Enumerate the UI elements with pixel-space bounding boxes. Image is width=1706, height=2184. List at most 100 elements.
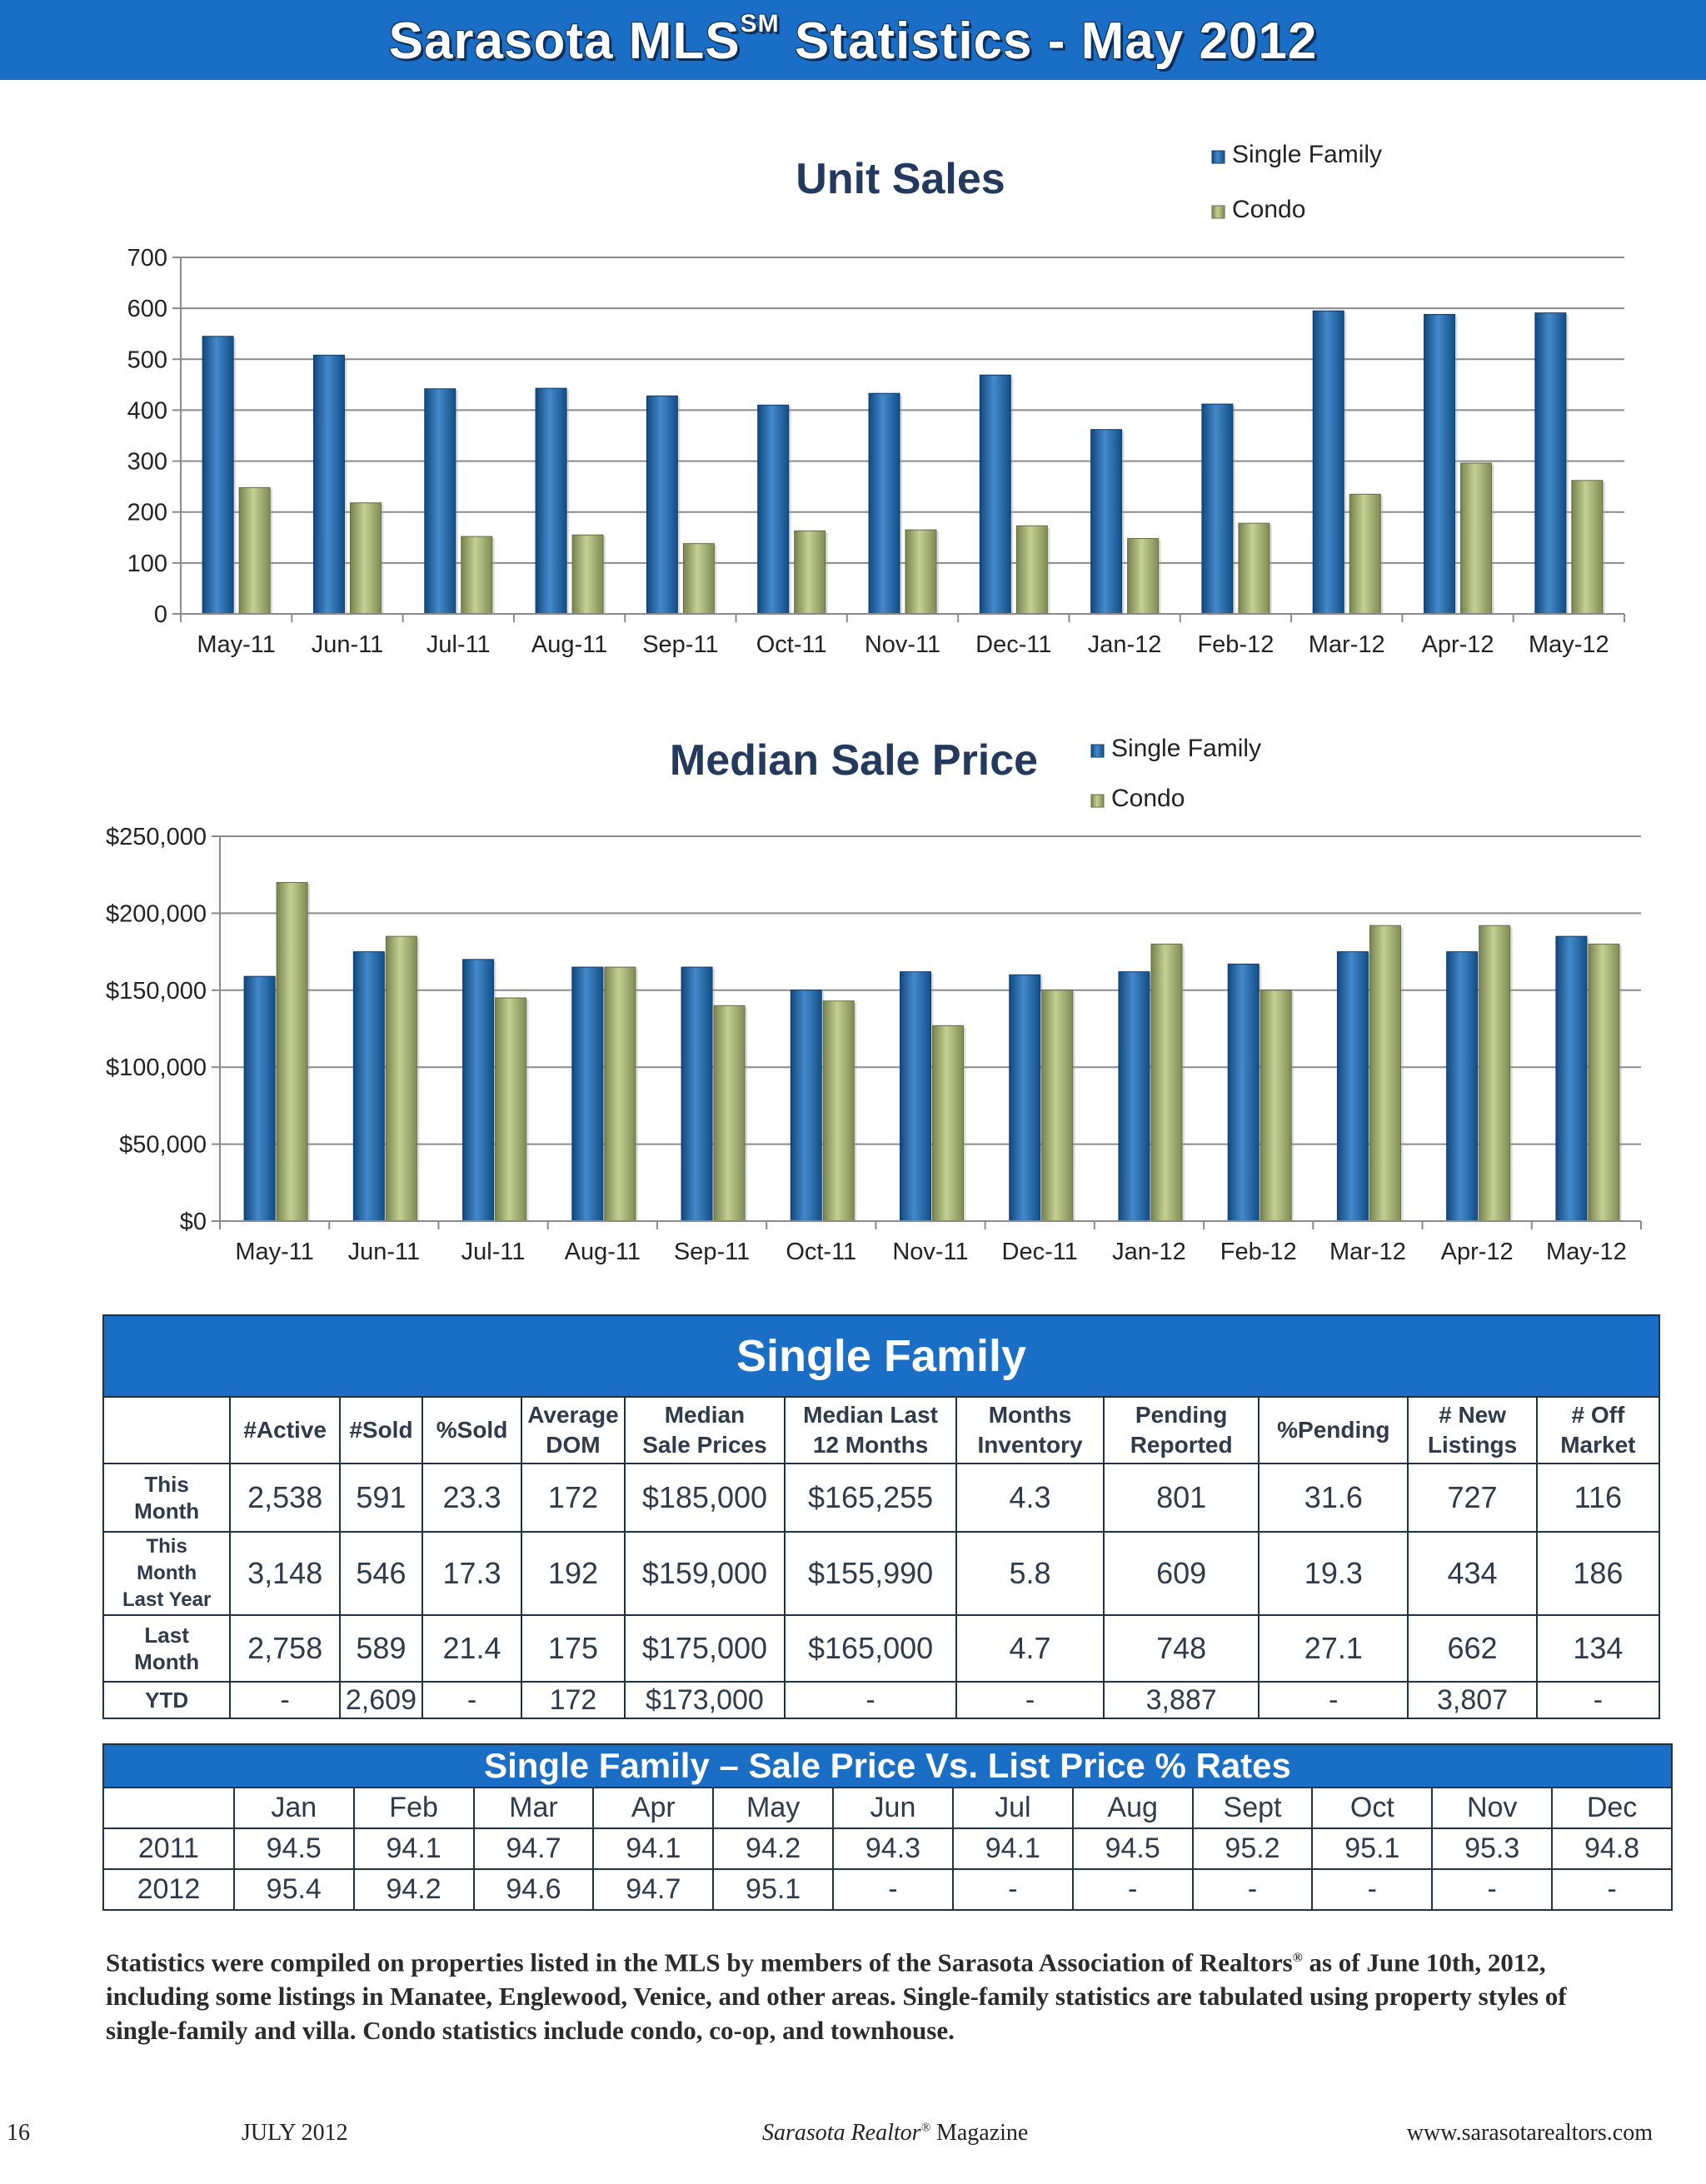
table-cell: - [421, 1681, 523, 1719]
table-cell: $175,000 [623, 1614, 786, 1683]
table-cell: 134 [1535, 1614, 1661, 1683]
x-tick-label: Jun-11 [312, 631, 384, 658]
table-cell: 589 [339, 1614, 423, 1683]
table-cell: - [1191, 1868, 1314, 1911]
y-tick-label: $50,000 [119, 1132, 207, 1159]
single-family-bar [1336, 951, 1369, 1222]
page-title: Sarasota MLSSM Statistics - May 2012 [388, 9, 1318, 70]
y-tick-label: $250,000 [106, 824, 207, 850]
table-cell: - [951, 1868, 1074, 1911]
table-cell: 27.1 [1258, 1614, 1409, 1683]
table-cell: 172 [521, 1681, 626, 1719]
table-cell: - [832, 1868, 954, 1911]
condo-bar [713, 1005, 746, 1222]
condo-bar [461, 536, 493, 615]
x-tick-label: Jul-11 [426, 631, 491, 658]
x-tick-label: Oct-11 [756, 631, 827, 658]
table-cell: 609 [1103, 1531, 1260, 1616]
month-header: Nov [1431, 1787, 1554, 1829]
x-tick-label: Jan-12 [1112, 1239, 1186, 1265]
x-tick-label: Apr-12 [1422, 631, 1494, 658]
condo-bar [1127, 538, 1160, 615]
single-family-bar [1118, 971, 1150, 1222]
y-tick-label: 600 [127, 296, 167, 322]
table-cell: 94.7 [592, 1868, 715, 1911]
y-tick-label: 500 [127, 347, 167, 373]
table-cell: - [1535, 1681, 1661, 1719]
legend-label: Single Family [1232, 141, 1382, 168]
condo-bar [1349, 493, 1381, 615]
condo-bar [238, 486, 271, 615]
y-tick-label: 700 [127, 245, 167, 272]
table-cell: 94.8 [1551, 1827, 1673, 1870]
row-label: Last Month [102, 1614, 232, 1683]
single-family-bar [243, 975, 276, 1222]
median-sale-price-chart: $0 $50,000 $100,000 $150,000 $200,000 $250,00… [0, 733, 1706, 1283]
table-title-row: Single Family – Sale Price Vs. List Pric… [102, 1743, 1673, 1788]
table-cell: 94.6 [472, 1868, 595, 1911]
table-cell: 94.2 [712, 1827, 835, 1870]
single-family-bar [979, 374, 1011, 615]
month-header: Aug [1071, 1787, 1194, 1829]
table-cell: 94.5 [1071, 1827, 1194, 1870]
table-cell: 94.1 [592, 1827, 715, 1870]
table-cell: 2,538 [229, 1463, 342, 1533]
table-cell: 2,609 [339, 1681, 423, 1719]
single-family-bar [535, 387, 567, 615]
x-tick-label: Jun-11 [348, 1239, 421, 1265]
legend-label: Condo [1111, 785, 1185, 812]
condo-bar [822, 1000, 855, 1222]
legend-label: Single Family [1111, 735, 1261, 762]
table-cell: 19.3 [1258, 1531, 1409, 1616]
table-cell: 31.6 [1258, 1463, 1409, 1533]
column-header: Pending Reported [1103, 1396, 1260, 1464]
table-cell: 546 [339, 1531, 423, 1616]
column-header: Months Inventory [955, 1396, 1105, 1464]
table-cell: 95.1 [712, 1868, 835, 1911]
table-cell: - [784, 1681, 957, 1719]
table-title-row: Single Family [102, 1314, 1660, 1398]
table-cell: $185,000 [623, 1463, 786, 1533]
x-tick-label: Sep-11 [674, 1239, 750, 1265]
condo-bar [1369, 925, 1401, 1222]
x-tick-label: Dec-11 [1002, 1239, 1078, 1265]
table-cell: 95.2 [1191, 1827, 1314, 1870]
table-cell: $165,255 [784, 1463, 957, 1533]
table-cell: - [1071, 1868, 1194, 1911]
y-tick-label: $100,000 [106, 1055, 207, 1081]
table-cell: - [955, 1681, 1105, 1719]
y-tick-label: 100 [127, 551, 167, 577]
month-header: Apr [592, 1787, 715, 1829]
table-cell: 21.4 [421, 1614, 523, 1683]
table-cell: $173,000 [623, 1681, 786, 1719]
single-family-bar [646, 395, 678, 615]
table-cell: 17.3 [421, 1531, 523, 1616]
condo-bar [1571, 480, 1604, 615]
y-tick-label: $200,000 [106, 900, 207, 927]
table-cell: 175 [521, 1614, 626, 1683]
table-row: 2012 95.4 94.2 94.6 94.7 95.1- - - - - - - [102, 1868, 1673, 1911]
table-cell: 434 [1407, 1531, 1538, 1616]
single-family-bar [424, 388, 456, 615]
row-label: This Month Last Year [102, 1531, 232, 1616]
month-header: Mar [472, 1787, 595, 1829]
x-tick-label: May-11 [197, 631, 276, 658]
single-family-bar [681, 966, 713, 1222]
month-header: Jul [951, 1787, 1074, 1829]
table-cell: 186 [1535, 1531, 1661, 1616]
table-cell: 3,807 [1407, 1681, 1538, 1719]
title-banner: Sarasota MLSSM Statistics - May 2012 [0, 0, 1706, 80]
single-family-bar [1201, 403, 1234, 615]
table-cell: $155,990 [784, 1531, 957, 1616]
column-header: %Sold [421, 1396, 523, 1464]
table-cell: 3,148 [229, 1531, 342, 1616]
single-family-bar [790, 990, 822, 1222]
single-family-bar [312, 354, 345, 615]
month-header: May [712, 1787, 835, 1829]
single-family-bar [571, 966, 604, 1222]
table-cell: - [1551, 1868, 1673, 1911]
column-header: # New Listings [1407, 1396, 1538, 1464]
condo-bar [571, 534, 604, 615]
condo-bar [276, 881, 308, 1222]
column-header: Median Last 12 Months [784, 1396, 957, 1464]
